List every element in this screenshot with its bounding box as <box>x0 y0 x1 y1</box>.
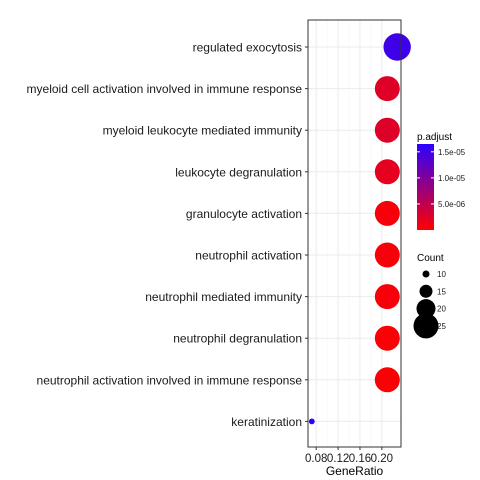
y-tick-label: regulated exocytosis <box>193 41 302 55</box>
data-point <box>374 325 400 351</box>
data-point <box>383 33 411 61</box>
x-axis-title: GeneRatio <box>326 464 384 478</box>
x-tick-label: 0.12 <box>327 453 349 465</box>
data-point <box>374 200 400 226</box>
y-tick-label: myeloid leukocyte mediated immunity <box>103 124 302 138</box>
y-tick-label: neutrophil activation <box>195 249 302 263</box>
data-point <box>374 367 400 393</box>
size-legend-title: Count <box>417 253 444 264</box>
y-tick-label: granulocyte activation <box>186 207 302 221</box>
x-tick-label: 0.16 <box>349 453 371 465</box>
x-tick-label: 0.20 <box>371 453 393 465</box>
size-legend-dot <box>416 299 436 319</box>
panel-border <box>307 19 402 448</box>
color-tick-label: 5.0e-06 <box>438 200 466 209</box>
y-axis: regulated exocytosis myeloid cell activat… <box>27 41 308 429</box>
y-tick-label: leukocyte degranulation <box>175 165 302 179</box>
y-tick-label: keratinization <box>231 415 302 429</box>
color-tick-label: 1.5e-05 <box>438 148 466 157</box>
data-point <box>374 284 400 310</box>
color-legend-title: p.adjust <box>417 132 452 143</box>
y-tick-label: neutrophil activation involved in immune… <box>37 373 303 387</box>
y-tick-label: neutrophil mediated immunity <box>145 290 302 304</box>
data-point <box>308 418 315 425</box>
color-legend: p.adjust 1.5e-05 1.0e-05 5.0e-06 <box>417 132 466 230</box>
x-axis: 0.08 0.12 0.16 0.20 <box>305 447 393 465</box>
size-legend: Count 10 15 20 25 <box>413 253 446 339</box>
size-legend-label: 25 <box>437 322 446 331</box>
size-legend-label: 20 <box>437 305 446 314</box>
data-point <box>374 76 400 102</box>
size-legend-dot <box>422 270 430 278</box>
color-tick-label: 1.0e-05 <box>438 174 466 183</box>
size-legend-dot <box>419 284 433 298</box>
data-point <box>374 242 400 268</box>
size-legend-label: 10 <box>437 270 446 279</box>
y-tick-label: neutrophil degranulation <box>173 332 302 346</box>
data-point <box>374 159 400 185</box>
data-points <box>308 33 411 425</box>
data-point <box>374 117 400 143</box>
x-tick-label: 0.08 <box>305 453 327 465</box>
color-bar <box>417 144 434 230</box>
size-legend-label: 15 <box>437 287 446 296</box>
y-tick-label: myeloid cell activation involved in immu… <box>27 82 303 96</box>
size-legend-dot <box>413 313 439 339</box>
